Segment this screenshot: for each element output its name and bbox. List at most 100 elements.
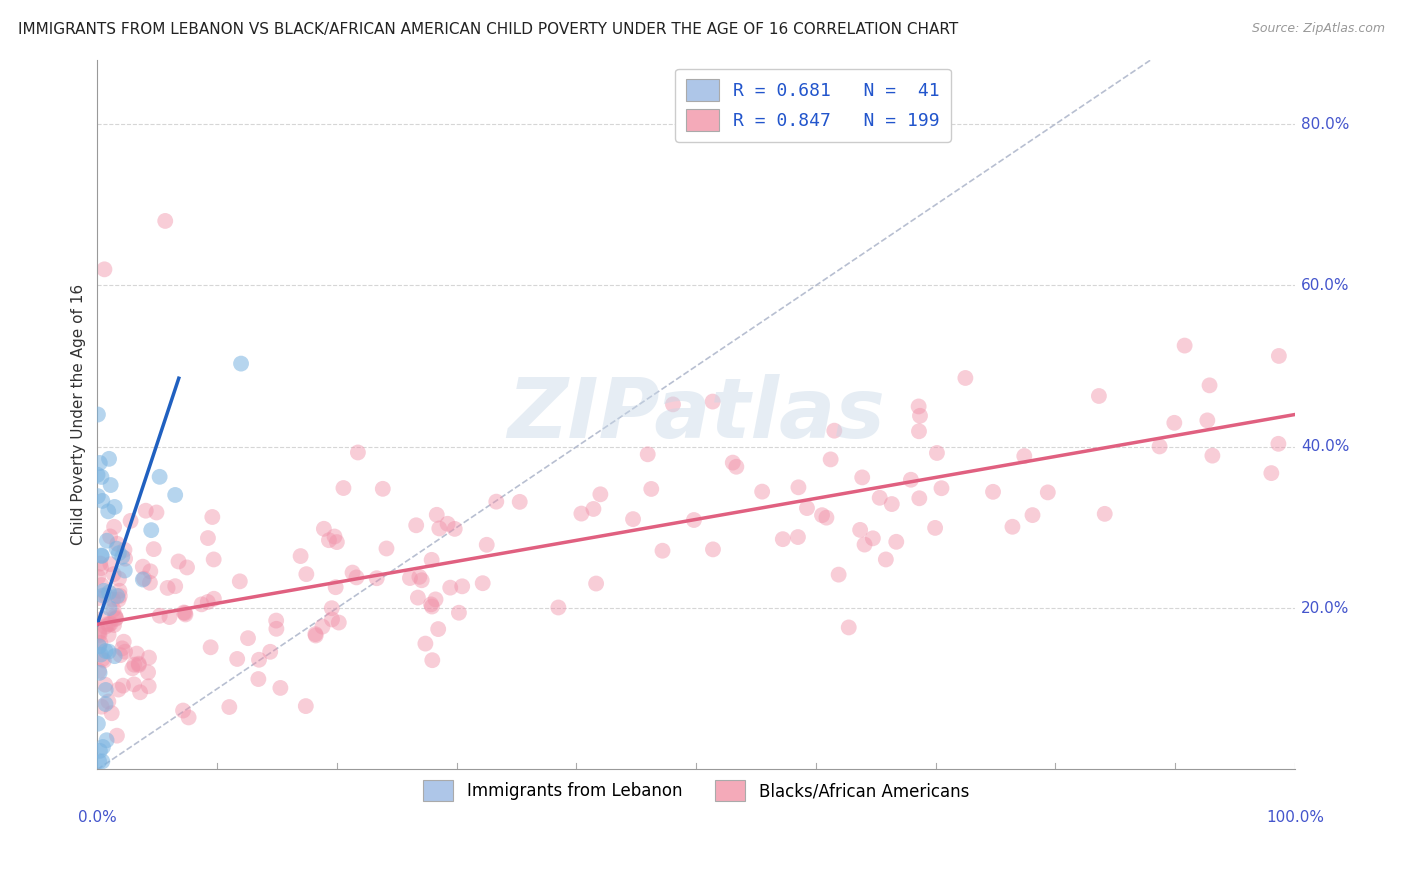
Point <box>91 739 114 754</box>
Point <box>443 522 465 536</box>
Point <box>136 665 159 680</box>
Point <box>107 682 129 697</box>
Point <box>924 521 946 535</box>
Point <box>90 578 112 592</box>
Point <box>266 622 288 636</box>
Point <box>1149 439 1171 453</box>
Point <box>787 530 810 544</box>
Point <box>108 589 131 603</box>
Point <box>111 641 134 656</box>
Point <box>420 598 443 612</box>
Point <box>167 554 190 568</box>
Point <box>475 538 498 552</box>
Point <box>94 620 117 634</box>
Point <box>1088 389 1111 403</box>
Point <box>827 567 849 582</box>
Point <box>122 677 145 691</box>
Point <box>87 716 110 731</box>
Point <box>725 459 748 474</box>
Text: 40.0%: 40.0% <box>1301 439 1350 454</box>
Point <box>411 574 433 588</box>
Point <box>89 744 111 758</box>
Point <box>1163 416 1185 430</box>
Point <box>1014 449 1036 463</box>
Point <box>1268 349 1291 363</box>
Point <box>138 679 160 693</box>
Point <box>202 591 225 606</box>
Point <box>311 620 333 634</box>
Point <box>787 480 810 494</box>
Point <box>105 729 128 743</box>
Point <box>305 628 328 642</box>
Point <box>96 733 118 747</box>
Point <box>114 564 136 578</box>
Point <box>87 570 110 584</box>
Point <box>139 575 162 590</box>
Point <box>908 424 931 438</box>
Point <box>325 580 347 594</box>
Point <box>925 446 948 460</box>
Point <box>875 552 897 566</box>
Point <box>159 610 181 624</box>
Point <box>640 482 662 496</box>
Point <box>415 637 437 651</box>
Point <box>589 487 612 501</box>
Point <box>585 576 607 591</box>
Point <box>89 628 111 642</box>
Point <box>651 543 673 558</box>
Point <box>908 409 931 423</box>
Point <box>176 560 198 574</box>
Point <box>97 504 120 518</box>
Point <box>125 647 148 661</box>
Point <box>89 665 111 680</box>
Point <box>226 652 249 666</box>
Point <box>436 516 458 531</box>
Point <box>103 602 125 616</box>
Point <box>236 631 259 645</box>
Point <box>112 634 135 648</box>
Point <box>87 624 110 639</box>
Point <box>420 553 443 567</box>
Point <box>900 473 922 487</box>
Point <box>90 699 112 714</box>
Point <box>439 581 461 595</box>
Point <box>132 572 155 586</box>
Point <box>304 627 326 641</box>
Point <box>138 650 160 665</box>
Point <box>702 542 724 557</box>
Point <box>346 570 368 584</box>
Point <box>347 445 370 459</box>
Point <box>94 678 117 692</box>
Point <box>104 649 127 664</box>
Point <box>98 451 121 466</box>
Point <box>97 644 120 658</box>
Point <box>132 573 155 587</box>
Point <box>104 612 127 626</box>
Point <box>89 456 111 470</box>
Point <box>1021 508 1043 522</box>
Point <box>621 512 644 526</box>
Point <box>1267 437 1289 451</box>
Point <box>97 628 120 642</box>
Point <box>811 508 834 523</box>
Point <box>955 371 977 385</box>
Point <box>96 533 118 548</box>
Point <box>128 657 150 671</box>
Point <box>485 494 508 508</box>
Point <box>908 491 931 506</box>
Point <box>321 612 343 626</box>
Point <box>1174 338 1197 352</box>
Point <box>172 704 194 718</box>
Point <box>89 636 111 650</box>
Point <box>851 470 873 484</box>
Point <box>1197 413 1219 427</box>
Point <box>177 710 200 724</box>
Point <box>197 531 219 545</box>
Text: ZIPatlas: ZIPatlas <box>508 374 884 455</box>
Point <box>165 579 187 593</box>
Point <box>87 639 110 653</box>
Point <box>1260 466 1282 480</box>
Point <box>100 558 122 572</box>
Point <box>89 640 111 654</box>
Point <box>103 618 125 632</box>
